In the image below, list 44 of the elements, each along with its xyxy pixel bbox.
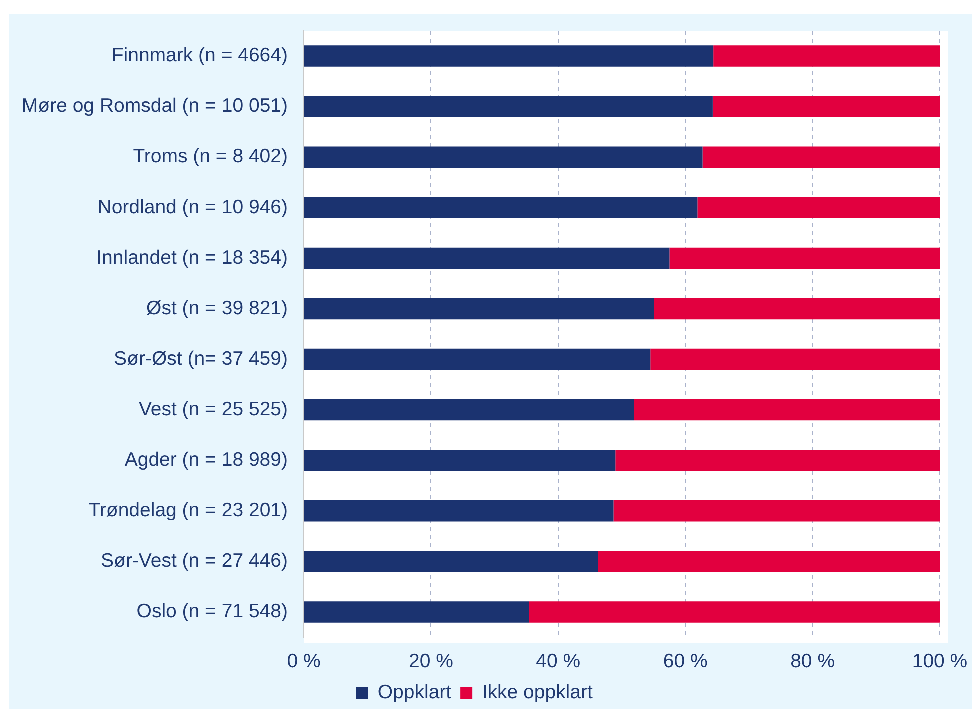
y-tick-label: Innlandet (n = 18 354) bbox=[96, 246, 288, 269]
y-tick-label: Vest (n = 25 525) bbox=[138, 398, 288, 420]
bar bbox=[304, 46, 714, 67]
legend-label: Oppklart bbox=[378, 682, 452, 704]
y-tick-label: Sør-Øst (n= 37 459) bbox=[114, 348, 288, 370]
bar bbox=[670, 248, 940, 270]
bar bbox=[614, 500, 940, 522]
bar bbox=[714, 46, 940, 67]
bar bbox=[304, 450, 616, 472]
bar bbox=[698, 197, 940, 219]
x-tick-label: 80 % bbox=[790, 650, 836, 673]
x-tick-label: 100 % bbox=[912, 650, 968, 673]
bar bbox=[702, 146, 940, 168]
bar bbox=[529, 602, 940, 623]
y-tick-label: Finnmark (n = 4664) bbox=[112, 44, 288, 67]
y-tick-label: Sør-Vest (n = 27 446) bbox=[101, 550, 288, 572]
x-tick-label: 20 % bbox=[408, 650, 454, 673]
bar bbox=[304, 248, 670, 270]
bar bbox=[304, 602, 530, 623]
bar bbox=[304, 146, 703, 168]
bar bbox=[304, 551, 598, 572]
bar bbox=[304, 348, 651, 370]
bar bbox=[304, 500, 614, 522]
x-tick-label: 0 % bbox=[287, 650, 321, 673]
bar bbox=[598, 551, 940, 572]
bar bbox=[304, 197, 698, 219]
x-tick-label: 40 % bbox=[536, 650, 581, 673]
bar bbox=[634, 399, 940, 421]
bar bbox=[304, 298, 654, 320]
bar bbox=[304, 399, 634, 421]
y-tick-label: Møre og Romsdal (n = 10 051) bbox=[22, 95, 288, 118]
bar bbox=[650, 348, 940, 370]
legend-label: Ikke oppklart bbox=[482, 682, 594, 704]
bar bbox=[712, 96, 940, 118]
bar bbox=[304, 96, 713, 118]
y-tick-label: Øst (n = 39 821) bbox=[146, 297, 288, 320]
y-tick-label: Agder (n = 18 989) bbox=[124, 448, 288, 471]
bar bbox=[654, 298, 940, 320]
y-tick-label: Nordland (n = 10 946) bbox=[98, 196, 288, 218]
y-tick-label: Oslo (n = 71 548) bbox=[136, 600, 288, 623]
y-tick-label: Troms (n = 8 402) bbox=[133, 146, 288, 168]
y-tick-label: Trøndelag (n = 23 201) bbox=[88, 500, 288, 522]
bar bbox=[616, 450, 940, 472]
x-tick-label: 60 % bbox=[663, 650, 708, 673]
